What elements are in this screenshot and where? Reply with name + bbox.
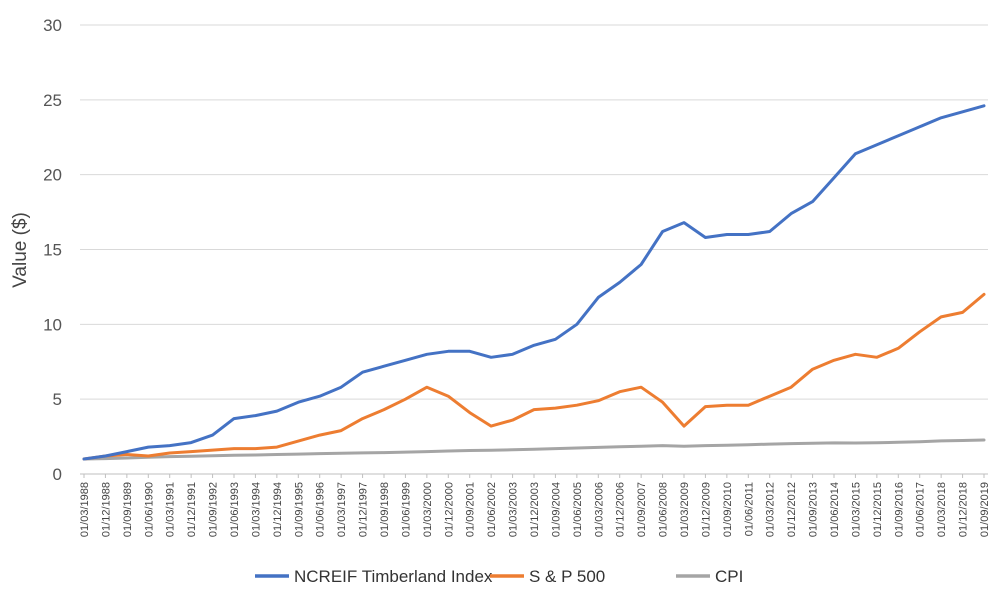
x-tick-label: 01/03/2000 — [422, 482, 434, 537]
x-tick-label: 01/12/1988 — [100, 482, 112, 537]
x-tick-label: 01/06/2005 — [572, 482, 584, 537]
x-tick-label: 01/12/2009 — [700, 482, 712, 537]
x-tick-label: 01/03/1994 — [250, 482, 262, 537]
x-tick-label: 01/09/2007 — [636, 482, 648, 537]
x-tick-label: 01/03/1988 — [79, 482, 91, 537]
y-tick-label: 20 — [43, 166, 62, 185]
x-tick-label: 01/09/2013 — [808, 482, 820, 537]
legend-entry-label: NCREIF Timberland Index — [294, 567, 493, 586]
x-tick-label: 01/03/2003 — [508, 482, 520, 537]
x-tick-label: 01/09/1989 — [122, 482, 134, 537]
x-tick-label: 01/06/2011 — [743, 482, 755, 536]
x-tick-label: 01/06/2008 — [658, 482, 670, 537]
y-tick-label: 5 — [53, 390, 62, 409]
x-tick-label: 01/03/1991 — [165, 482, 177, 537]
x-tick-label: 01/12/2000 — [443, 482, 455, 537]
x-tick-label: 01/03/2006 — [593, 482, 605, 537]
x-tick-label: 01/09/2010 — [722, 482, 734, 537]
x-tick-label: 01/12/2018 — [958, 482, 970, 537]
x-tick-label: 01/09/1998 — [379, 482, 391, 537]
x-tick-label: 01/09/2016 — [893, 482, 905, 537]
x-tick-label: 01/03/2012 — [765, 482, 777, 537]
x-tick-label: 01/09/1992 — [208, 482, 220, 537]
x-axis-tick-labels: 01/03/1988 01/12/1988 01/09/1989 01/06/1990… — [79, 474, 991, 537]
x-tick-label: 01/12/2012 — [786, 482, 798, 537]
x-tick-label: 01/06/1999 — [400, 482, 412, 537]
legend-entry-label: CPI — [715, 567, 743, 586]
x-tick-label: 01/09/2001 — [465, 482, 477, 537]
gridlines — [80, 24, 988, 475]
y-tick-label: 10 — [43, 315, 62, 334]
x-tick-label: 01/12/1991 — [186, 482, 198, 537]
x-tick-label: 01/06/2002 — [486, 482, 498, 537]
x-tick-label: 01/12/2006 — [615, 482, 627, 537]
legend-entry-label: S & P 500 — [529, 567, 605, 586]
x-tick-label: 01/12/1994 — [272, 482, 284, 537]
y-axis-title: Value ($) — [10, 212, 31, 288]
x-tick-label: 01/03/2018 — [936, 482, 948, 537]
y-tick-label: 0 — [53, 465, 62, 484]
legend: NCREIF Timberland Index S & P 500 CPI — [255, 567, 743, 586]
x-tick-label: 01/12/1997 — [358, 482, 370, 537]
series-lines — [82, 104, 986, 461]
x-tick-label: 01/06/2017 — [915, 482, 927, 537]
x-tick-label: 01/12/2015 — [872, 482, 884, 537]
x-tick-label: 01/09/1995 — [293, 482, 305, 537]
x-tick-label: 01/06/1996 — [315, 482, 327, 537]
y-axis-tick-labels: 0 5 10 15 20 25 30 — [43, 16, 62, 484]
x-tick-label: 01/09/2004 — [550, 482, 562, 537]
x-tick-label: 01/03/2015 — [850, 482, 862, 537]
x-tick-label: 01/03/2009 — [679, 482, 691, 537]
y-tick-label: 25 — [43, 91, 62, 110]
x-tick-label: 01/06/1993 — [229, 482, 241, 537]
y-tick-label: 15 — [43, 241, 62, 260]
x-tick-label: 01/03/1997 — [336, 482, 348, 537]
series-line-ncreif-timberland-index — [82, 104, 986, 461]
x-tick-label: 01/12/2003 — [529, 482, 541, 537]
x-tick-label: 01/09/2019 — [979, 482, 991, 537]
x-tick-label: 01/06/2014 — [829, 482, 841, 537]
series-line-s-p-500 — [82, 292, 986, 461]
y-tick-label: 30 — [43, 16, 62, 35]
series-line-cpi — [82, 438, 986, 461]
x-tick-label: 01/06/1990 — [143, 482, 155, 537]
